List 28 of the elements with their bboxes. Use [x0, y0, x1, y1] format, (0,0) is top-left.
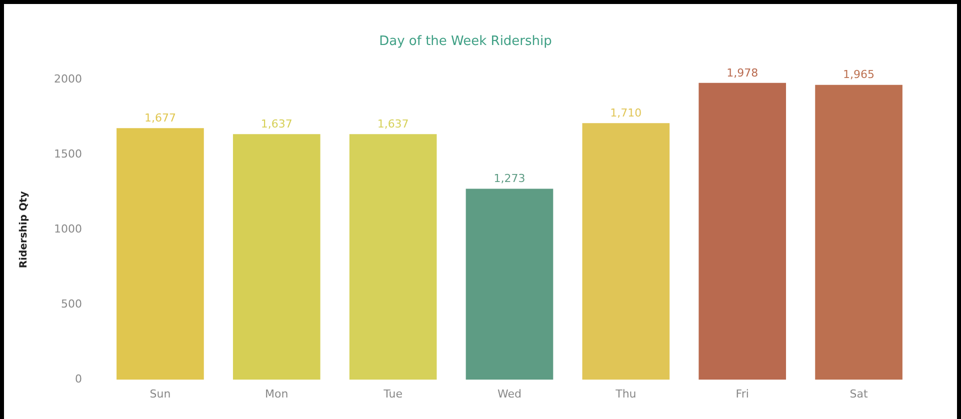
data-label: 1,710	[610, 106, 642, 120]
data-label: 1,637	[377, 117, 409, 130]
x-tick-label: Tue	[382, 387, 403, 400]
x-tick-label: Wed	[498, 387, 522, 400]
y-tick-label: 2000	[54, 72, 82, 86]
x-tick-label: Fri	[736, 387, 749, 400]
y-tick-label: 1500	[54, 148, 82, 161]
data-label: 1,978	[726, 66, 758, 80]
chart-title: Day of the Week Ridership	[379, 34, 552, 50]
data-label: 1,965	[843, 68, 875, 82]
x-tick-label: Sun	[150, 387, 171, 400]
data-label: 1,273	[494, 172, 526, 186]
y-axis-title: Ridership Qty	[18, 190, 30, 268]
data-label: 1,677	[144, 111, 176, 124]
bar	[698, 82, 786, 380]
bar	[116, 128, 204, 380]
bar	[232, 134, 320, 380]
y-tick-label: 0	[74, 372, 82, 386]
bar	[582, 123, 670, 380]
y-tick-label: 500	[60, 298, 82, 311]
bar	[815, 84, 902, 380]
x-tick-label: Sat	[850, 387, 868, 400]
x-tick-label: Mon	[265, 387, 288, 400]
bar	[466, 188, 554, 380]
y-tick-label: 1000	[54, 222, 82, 236]
data-label: 1,637	[260, 117, 292, 130]
x-tick-label: Thu	[614, 387, 636, 400]
bar	[349, 134, 437, 380]
